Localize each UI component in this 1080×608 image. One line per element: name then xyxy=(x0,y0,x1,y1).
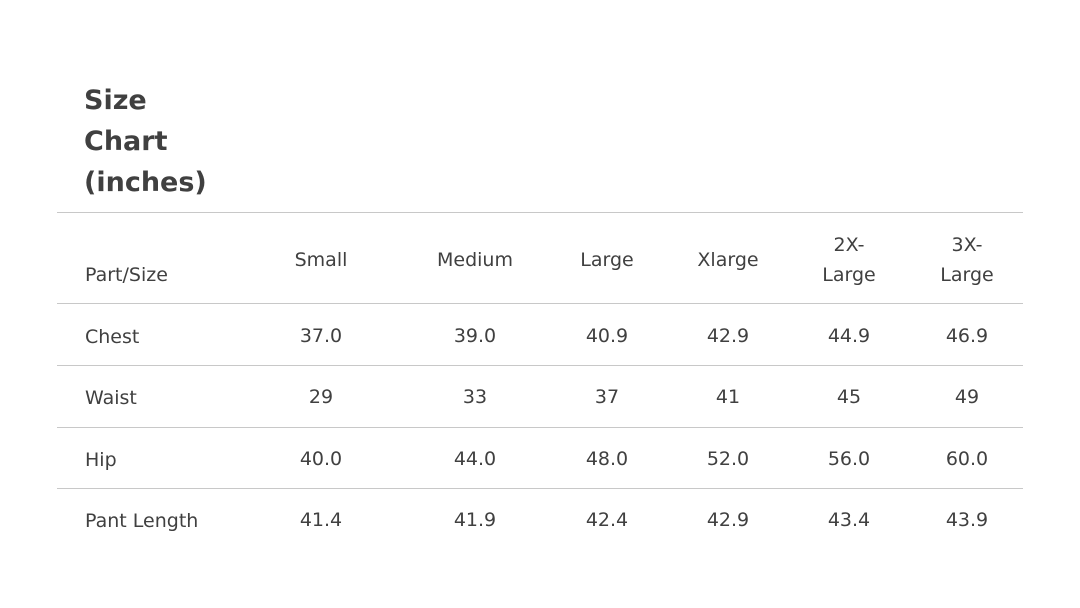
row-rule xyxy=(57,488,1023,489)
table-cell: 33 xyxy=(462,386,488,408)
table-cell: 44.9 xyxy=(827,325,871,347)
table-cell: 37 xyxy=(594,386,620,408)
header-rule xyxy=(57,303,1023,304)
table-cell: 52.0 xyxy=(706,448,750,470)
header-cell: Small xyxy=(294,249,348,271)
row-label: Chest xyxy=(85,326,140,348)
table-cell: 43.9 xyxy=(945,509,989,531)
row-label: Waist xyxy=(85,387,137,409)
table-cell: 56.0 xyxy=(827,448,871,470)
table-cell: 41 xyxy=(715,386,741,408)
table-cell: 40.9 xyxy=(585,325,629,347)
row-label: Hip xyxy=(85,449,117,471)
title: Size Chart (inches) xyxy=(84,85,207,198)
row-rule xyxy=(57,365,1023,366)
table-cell: 46.9 xyxy=(945,325,989,347)
table-cell: 41.9 xyxy=(453,509,497,531)
table-cell: 48.0 xyxy=(585,448,629,470)
table-cell: 60.0 xyxy=(945,448,989,470)
header-cell: Large xyxy=(580,249,634,271)
table-cell: 41.4 xyxy=(299,509,343,531)
table-cell: 42.9 xyxy=(706,325,750,347)
table-top-rule xyxy=(57,212,1023,213)
table-cell: 39.0 xyxy=(453,325,497,347)
header-cell: Xlarge xyxy=(697,249,759,271)
table-cell: 43.4 xyxy=(827,509,871,531)
table-cell: 45 xyxy=(836,386,862,408)
row-label: Pant Length xyxy=(85,510,199,532)
table-cell: 37.0 xyxy=(299,325,343,347)
table-cell: 29 xyxy=(308,386,334,408)
table-cell: 44.0 xyxy=(453,448,497,470)
table-cell: 49 xyxy=(954,386,980,408)
header-cell: 2X-Large xyxy=(822,234,876,286)
header-cell: 3X-Large xyxy=(940,234,994,286)
header-cell: Part/Size xyxy=(85,264,168,286)
header-cell: Medium xyxy=(437,249,513,271)
table-cell: 42.9 xyxy=(706,509,750,531)
table-cell: 40.0 xyxy=(299,448,343,470)
table-cell: 42.4 xyxy=(585,509,629,531)
row-rule xyxy=(57,427,1023,428)
